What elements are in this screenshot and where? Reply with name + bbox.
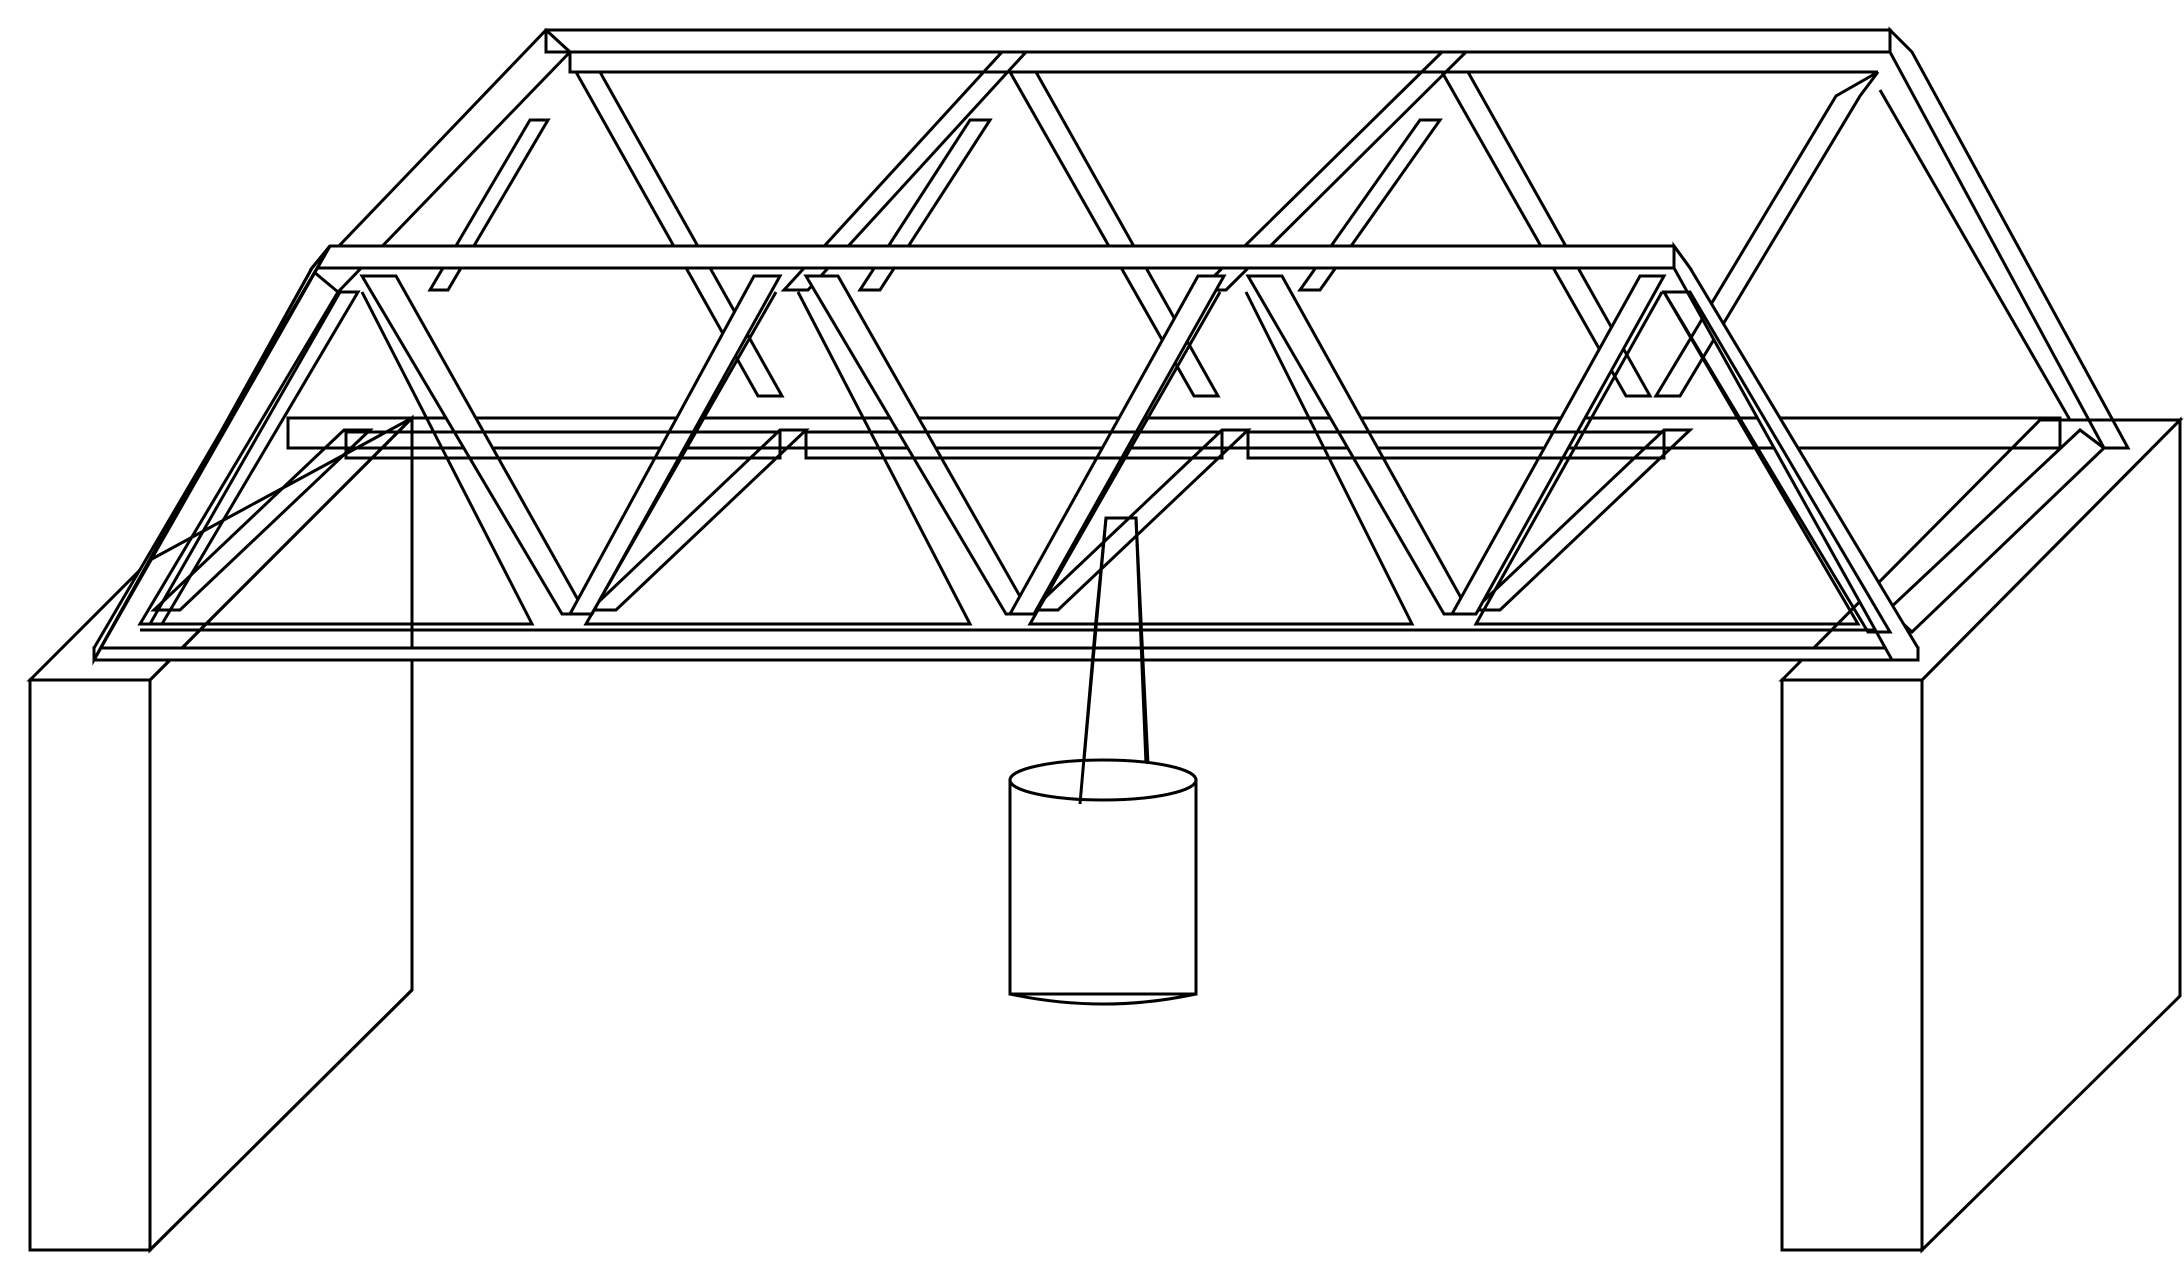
front-diagonal [1449, 274, 1667, 616]
floor-beam [1470, 428, 1694, 612]
floor-cross-beams [150, 428, 2107, 635]
front-truss [92, 241, 1920, 666]
front-crossbar [344, 430, 782, 460]
back-diagonal [573, 70, 785, 398]
front-crossbar [804, 430, 1224, 460]
front-bottom-chord [92, 646, 1920, 662]
front-diagonal [567, 274, 783, 616]
back-diagonal [1439, 70, 1653, 398]
back-diagonal [780, 50, 1030, 292]
front-diagonal [1245, 274, 1473, 616]
front-diagonal [1007, 274, 1227, 616]
back-diagonal [1007, 70, 1221, 398]
front-right-end-post [1672, 241, 1920, 662]
floor-beam [1028, 428, 1252, 612]
back-truss [286, 26, 2131, 450]
back-top-chord [544, 28, 1892, 54]
front-top-chord [308, 244, 1693, 270]
floor-beam [1885, 428, 2107, 635]
back-diagonal [1653, 70, 1880, 398]
floor-beam [150, 428, 374, 612]
bucket-rim [1008, 758, 1198, 802]
floor-beam [586, 428, 810, 612]
hanging-bucket-load [1008, 516, 1198, 1006]
back-right-end-post [1888, 26, 2131, 450]
bucket-body [1008, 778, 1198, 996]
front-crossbar [1246, 430, 1666, 460]
front-diagonal [803, 274, 1033, 616]
back-diagonal [1196, 50, 1470, 292]
left-support-pier [26, 414, 414, 1254]
